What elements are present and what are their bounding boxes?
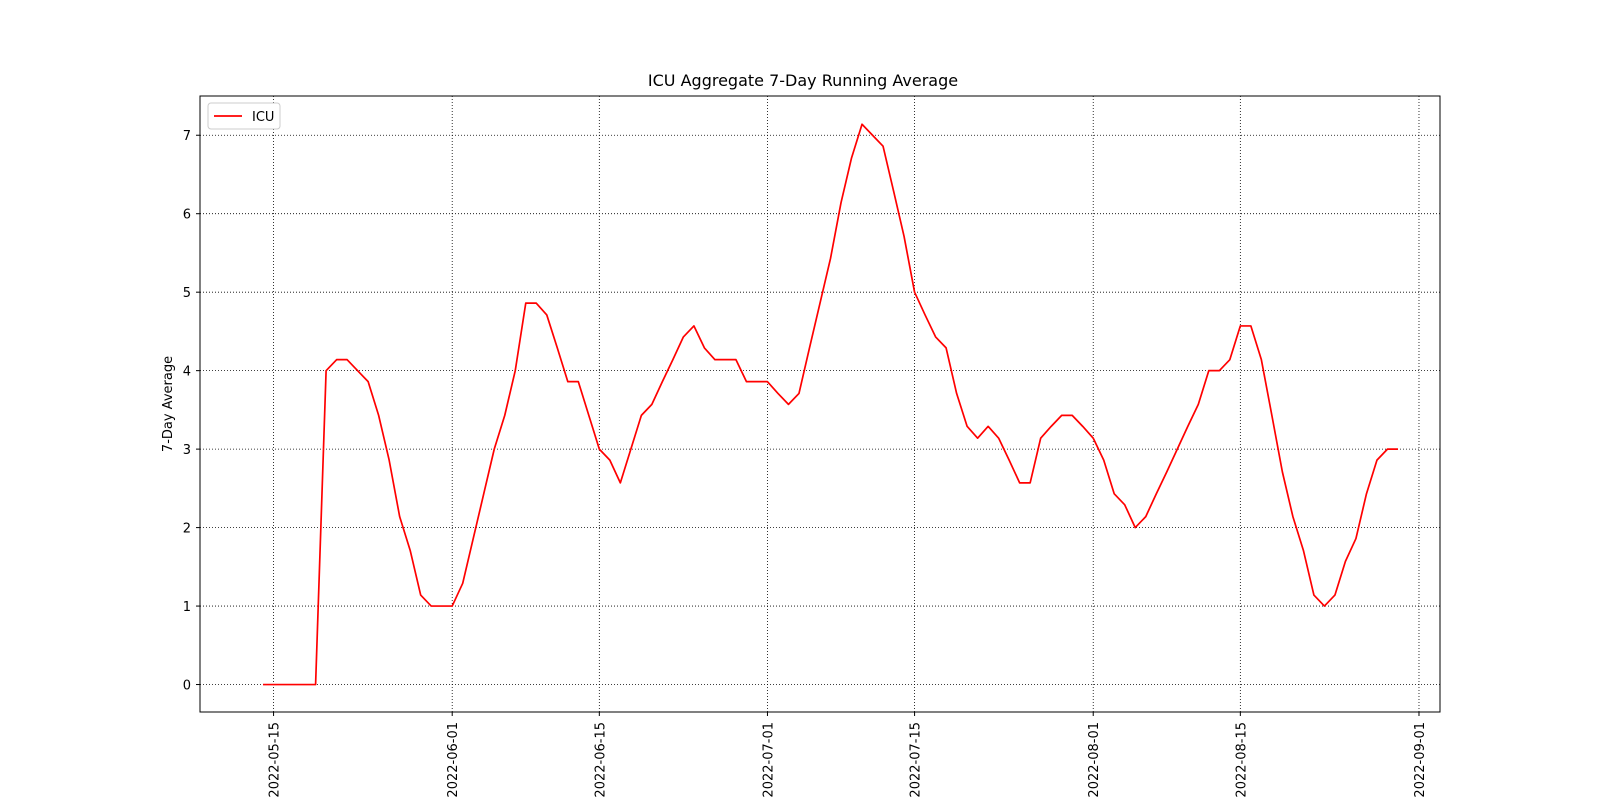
x-tick-label: 2022-08-15: [1234, 722, 1249, 798]
y-tick-label: 4: [183, 365, 191, 380]
x-tick-label: 2022-06-15: [593, 722, 608, 798]
legend: ICU: [207, 102, 281, 130]
x-tick-label: 2022-08-01: [1087, 722, 1102, 798]
plot-frame: [199, 95, 1441, 713]
y-tick-label: 5: [183, 286, 191, 301]
x-tick-label: 2022-07-15: [909, 722, 924, 798]
y-tick-label: 0: [183, 679, 191, 694]
y-axis-label: 7-Day Average: [161, 356, 176, 452]
x-tick-label: 2022-06-01: [446, 722, 461, 798]
y-tick-label: 2: [183, 522, 191, 537]
x-tick-label: 2022-09-01: [1413, 722, 1428, 798]
x-axis-ticks: 2022-05-15 2022-06-01 2022-06-15 2022-07-01…: [268, 712, 1428, 798]
x-tick-label: 2022-07-01: [761, 722, 776, 798]
y-tick-label: 7: [183, 129, 191, 144]
x-tick-label: 2022-05-15: [268, 722, 283, 798]
grid-lines: [200, 96, 1440, 712]
y-axis-ticks: 0 1 2 3 4 5 6 7: [183, 129, 200, 694]
series-layer: [263, 123, 1398, 686]
series-line-icu: [263, 123, 1398, 686]
y-tick-label: 6: [183, 208, 191, 223]
legend-frame: [207, 102, 281, 130]
chart-title: ICU Aggregate 7-Day Running Average: [648, 71, 958, 90]
legend-label: ICU: [252, 110, 274, 125]
y-tick-label: 1: [183, 600, 191, 615]
y-tick-label: 3: [183, 443, 191, 458]
